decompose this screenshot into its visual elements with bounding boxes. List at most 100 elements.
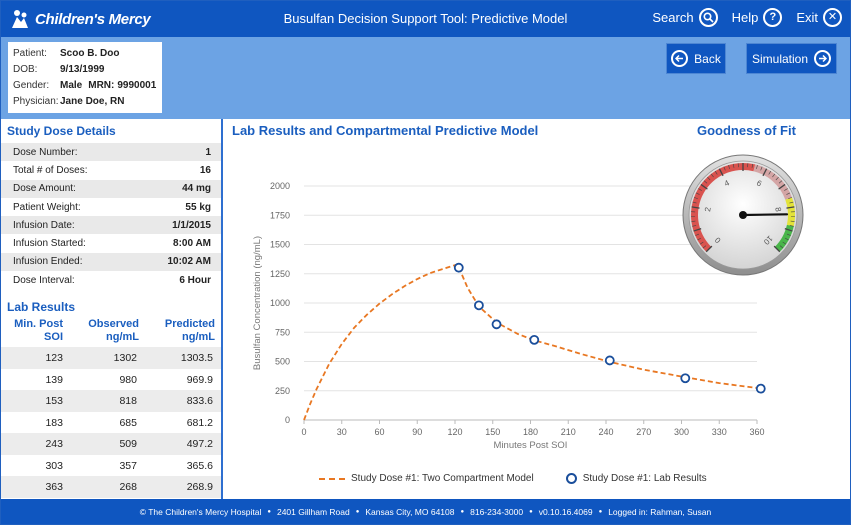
gauge-tick xyxy=(786,192,791,195)
mrn-label: MRN: xyxy=(88,79,115,91)
cell-observed: 980 xyxy=(119,373,137,386)
lab-result-point[interactable] xyxy=(529,334,540,345)
cell-observed: 818 xyxy=(119,395,137,407)
cell-predicted: 833.6 xyxy=(186,395,213,407)
y-tick-label: 1750 xyxy=(270,210,290,220)
help-icon: ? xyxy=(763,8,783,27)
gauge-tick xyxy=(728,164,730,169)
dose-detail-value: 10:02 AM xyxy=(167,256,211,268)
footer-version: v0.10.16.4069 xyxy=(538,506,593,517)
arrow-left-icon xyxy=(671,50,689,67)
gauge-tick xyxy=(691,220,696,222)
help-label: Help xyxy=(731,10,759,25)
cell-min-post: 139 xyxy=(45,373,63,386)
dose-detail-value: 44 mg xyxy=(182,183,211,195)
dose-detail-value: 1 xyxy=(205,146,211,158)
simulation-label: Simulation xyxy=(751,51,809,66)
gauge-band-neutral xyxy=(753,164,792,200)
dose-detail-label: Total # of Doses: xyxy=(13,164,88,176)
legend-dashed-line-icon xyxy=(319,477,345,480)
y-tick-label: 750 xyxy=(275,327,290,337)
dose-detail-value: 6 Hour xyxy=(179,274,211,286)
gender-row: Gender: Male MRN: 9990001 xyxy=(13,77,157,93)
gauge-tick xyxy=(718,168,724,177)
gauge-tick xyxy=(691,206,700,209)
chart-title: Lab Results and Compartmental Predictive… xyxy=(232,123,539,138)
lab-result-point[interactable] xyxy=(453,262,464,273)
y-tick-label: 2000 xyxy=(270,181,290,191)
dob-value: 9/13/1999 xyxy=(60,63,105,75)
logo-mark-icon xyxy=(9,8,31,30)
legend-circle-marker-icon xyxy=(565,473,577,484)
gauge-tick xyxy=(756,164,758,169)
dose-detail-label: Patient Weight: xyxy=(13,201,81,213)
gauge-label: 2 xyxy=(703,206,713,212)
dose-detail-row: Total # of Doses: 16 xyxy=(1,161,221,179)
physician-row: Physician: Jane Doe, RN xyxy=(13,93,157,109)
header-min-post: Min. Post SOI xyxy=(14,318,63,343)
gauge-tick xyxy=(703,180,708,184)
y-tick-label: 250 xyxy=(275,386,290,396)
cell-observed: 357 xyxy=(119,459,137,472)
lab-result-point[interactable] xyxy=(604,355,615,366)
gauge-tick xyxy=(786,206,795,209)
goodness-of-fit-title: Goodness of Fit xyxy=(697,123,796,138)
lab-result-point[interactable] xyxy=(474,300,484,311)
lab-result-point[interactable] xyxy=(680,373,691,384)
dose-detail-value: 16 xyxy=(199,164,211,176)
exit-label: Exit xyxy=(796,10,818,25)
help-button[interactable]: Help ? xyxy=(732,8,783,27)
dose-detail-row: Patient Weight: 55 kg xyxy=(1,198,221,216)
lab-result-point[interactable] xyxy=(755,383,766,394)
x-tick-label: 90 xyxy=(412,427,422,437)
gauge-tick xyxy=(775,176,779,181)
gauge-tick xyxy=(692,201,697,204)
y-axis-label: Busulfan Concentration (ng/mL) xyxy=(252,236,263,370)
table-row: 303 357 365.6 xyxy=(1,455,221,477)
childrens-mercy-logo[interactable]: Children's Mercy xyxy=(9,8,151,30)
dose-detail-label: Dose Amount: xyxy=(13,183,76,195)
search-button[interactable]: Search xyxy=(652,8,718,27)
table-row: 243 509 497.2 xyxy=(1,433,221,455)
gauge-band-red xyxy=(691,163,756,252)
gauge-tick xyxy=(760,166,763,171)
gauge-tick xyxy=(772,173,776,178)
table-row: 363 268 268.9 xyxy=(1,476,221,498)
gauge-tick xyxy=(786,233,791,236)
header-observed: Observed ng/mL xyxy=(88,318,139,343)
back-button[interactable]: Back xyxy=(666,43,726,74)
footer-copyright: © The Children's Mercy Hospital xyxy=(139,506,262,517)
dob-row: DOB: 9/13/1999 xyxy=(13,61,157,77)
gauge-tick xyxy=(700,183,708,190)
arrow-right-icon xyxy=(814,50,832,67)
footer-logged-in: Logged in: Rahman, Susan xyxy=(608,506,712,517)
lab-result-point[interactable] xyxy=(491,319,502,330)
gender-value: Male xyxy=(60,79,83,91)
patient-card: Patient: Scoo B. Doo DOB: 9/13/1999 Gend… xyxy=(8,42,162,113)
x-tick-label: 150 xyxy=(485,427,500,437)
x-tick-label: 180 xyxy=(523,427,538,437)
back-label: Back xyxy=(694,51,721,66)
cell-min-post: 183 xyxy=(45,416,63,429)
gauge-tick xyxy=(707,176,711,181)
gauge-hub xyxy=(739,211,747,219)
gauge-tick xyxy=(695,192,700,195)
lab-results-header: Min. Post SOI Observed ng/mL Predicted ng/m… xyxy=(1,318,221,362)
cell-min-post: 243 xyxy=(45,438,63,450)
gauge-label: 6 xyxy=(755,178,764,188)
dose-detail-value: 1/1/2015 xyxy=(172,219,211,231)
cell-min-post: 153 xyxy=(45,395,63,407)
lab-results-table: 123 1302 1303.5 139 980 969.9 153 818 833.6 183 68… xyxy=(1,347,221,498)
cell-predicted: 969.9 xyxy=(186,373,213,386)
header-predicted: Predicted ng/mL xyxy=(164,318,215,343)
gauge-label: 4 xyxy=(723,178,732,188)
exit-button[interactable]: Exit ✕ xyxy=(796,8,842,27)
simulation-button[interactable]: Simulation xyxy=(746,43,837,74)
gauge-label: 8 xyxy=(773,207,783,213)
gauge-tick xyxy=(790,220,795,222)
gauge-tick xyxy=(693,227,702,232)
y-tick-label: 500 xyxy=(275,357,290,367)
gauge-band-green xyxy=(774,224,794,252)
gauge-tick xyxy=(714,170,718,175)
